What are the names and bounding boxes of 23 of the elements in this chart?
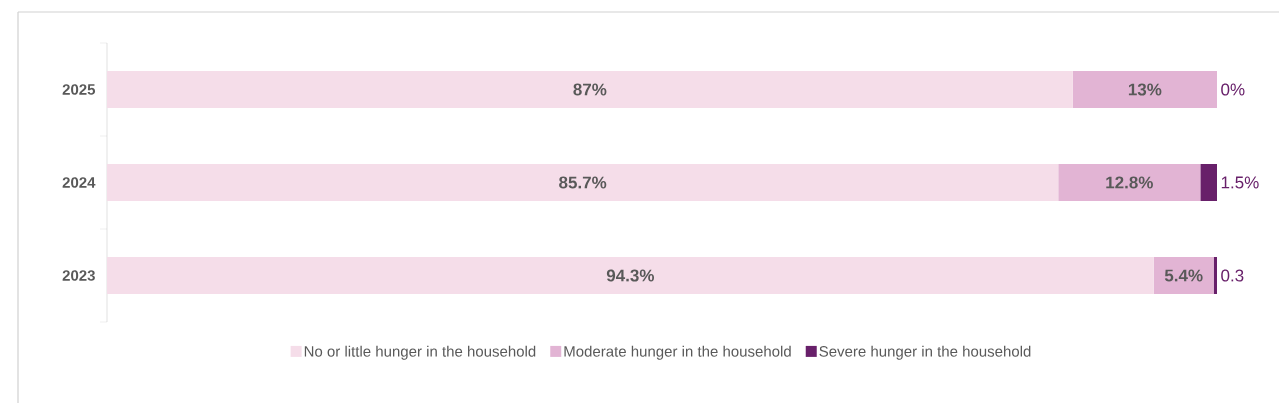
data-label: 87% bbox=[573, 83, 607, 96]
y-tick-label: 2023 bbox=[62, 270, 95, 281]
legend-label: Moderate hunger in the household bbox=[564, 345, 791, 360]
data-label: 0.3 bbox=[1221, 269, 1244, 282]
data-label: 1.5% bbox=[1221, 176, 1259, 189]
bar bbox=[1200, 164, 1217, 202]
y-tick-label: 2024 bbox=[62, 177, 96, 188]
legend-label: Severe hunger in the household bbox=[819, 345, 1031, 360]
data-label: 94.3% bbox=[606, 269, 655, 282]
data-label: 5.4% bbox=[1164, 269, 1203, 282]
bar bbox=[1058, 164, 1201, 202]
data-label: 0% bbox=[1221, 83, 1245, 96]
bar bbox=[107, 71, 1073, 108]
bar bbox=[1153, 257, 1214, 295]
data-label: 85.7% bbox=[559, 176, 607, 189]
data-label: 12.8% bbox=[1106, 176, 1153, 189]
y-tick-label: 2025 bbox=[62, 84, 96, 95]
bar bbox=[1213, 257, 1217, 295]
bar bbox=[1072, 71, 1217, 108]
bar bbox=[107, 257, 1154, 295]
bar bbox=[107, 164, 1059, 202]
legend-label: No or little hunger in the household bbox=[304, 345, 536, 360]
data-label: 13% bbox=[1128, 83, 1162, 96]
